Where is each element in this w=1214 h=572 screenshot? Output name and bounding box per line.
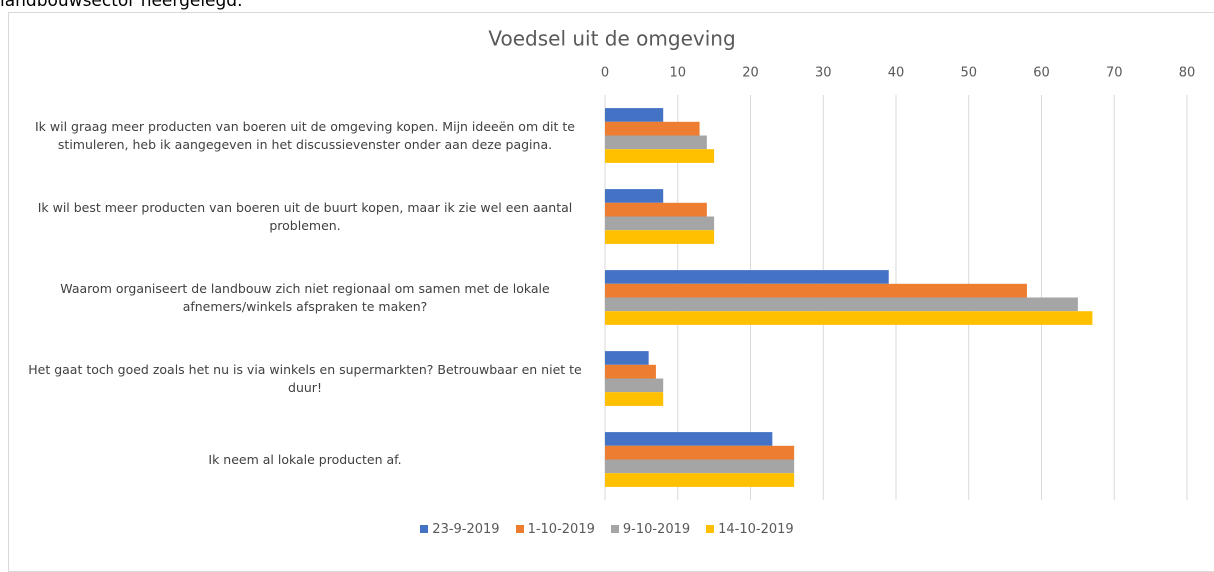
bar — [605, 473, 795, 487]
bar — [605, 216, 715, 231]
legend-swatch — [515, 525, 524, 533]
bar — [605, 297, 1078, 312]
legend-swatch — [420, 525, 429, 533]
bar — [605, 311, 1093, 325]
bar — [605, 189, 664, 203]
legend-label: 23-9-2019 — [432, 522, 500, 537]
legend-label: 1-10-2019 — [527, 522, 595, 537]
x-tick-label: 70 — [1106, 66, 1123, 81]
legend-item: 1-10-2019 — [515, 522, 595, 537]
bar — [605, 378, 664, 393]
bar — [605, 202, 707, 217]
y-tick-label: Ik wil graag meer producten van boeren u… — [35, 118, 575, 152]
x-tick-label: 40 — [888, 66, 905, 81]
legend-label: 9-10-2019 — [622, 522, 691, 537]
y-tick-label: Ik neem al lokale producten af. — [208, 451, 402, 467]
bar — [605, 459, 795, 474]
y-tick-label: Waarom organiseert de landbouw zich niet… — [60, 280, 550, 314]
legend-item: 23-9-2019 — [420, 522, 500, 537]
legend-item: 14-10-2019 — [706, 522, 794, 537]
x-tick-label: 0 — [601, 66, 609, 81]
legend-label: 14-10-2019 — [718, 522, 794, 537]
bar — [605, 270, 889, 284]
bar — [605, 351, 649, 365]
bar — [605, 121, 700, 136]
x-tick-label: 80 — [1179, 66, 1196, 81]
bar — [605, 283, 1027, 298]
bar — [605, 445, 795, 460]
bar — [605, 135, 707, 150]
chart-title: Voedsel uit de omgeving — [488, 27, 735, 51]
page-text: landbouwsector neergelegd. — [0, 0, 243, 11]
bar — [605, 364, 656, 379]
x-tick-label: 20 — [742, 66, 759, 81]
y-tick-label: Ik wil best meer producten van boeren ui… — [37, 199, 573, 233]
bar — [605, 230, 715, 244]
legend-item: 9-10-2019 — [610, 522, 691, 537]
x-tick-label: 60 — [1033, 66, 1050, 81]
y-tick-label: Het gaat toch goed zoals het nu is via w… — [28, 361, 582, 395]
legend-swatch — [706, 525, 715, 533]
x-tick-label: 50 — [960, 66, 977, 81]
bar — [605, 149, 715, 163]
legend-swatch — [610, 525, 619, 533]
bar — [605, 108, 664, 122]
x-tick-label: 30 — [815, 66, 832, 81]
bar — [605, 392, 664, 406]
chart: Voedsel uit de omgeving 0 10 20 30 40 50 60 70 8… — [488, 27, 1196, 500]
bar — [605, 432, 773, 446]
legend: 23-9-2019 1-10-2019 9-10-2019 14-10-2019 — [0, 522, 1214, 537]
x-tick-label: 10 — [669, 66, 686, 81]
